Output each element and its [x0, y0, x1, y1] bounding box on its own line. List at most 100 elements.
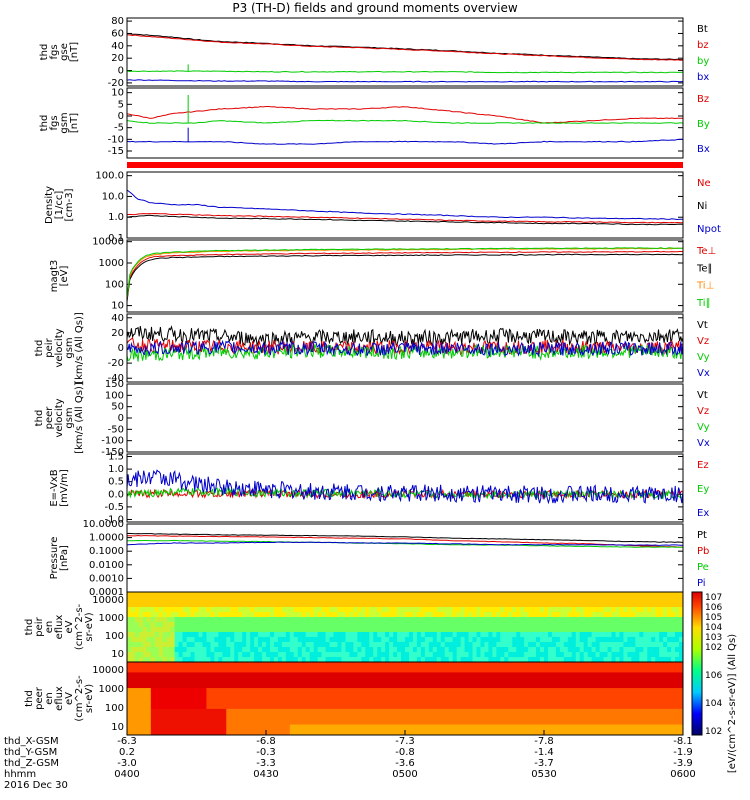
series-fgs-gsm-By: [126, 119, 684, 124]
time-row-label: thd_X-GSM: [4, 736, 59, 747]
colorbar-tick: 107: [705, 593, 722, 603]
ylabel-magt3: magt3: [49, 260, 60, 293]
series-efield-Ey: [126, 486, 684, 500]
colorbar-label: [eV/(cm^2-s-sr-eV)] (All Qs): [727, 634, 738, 773]
ytick-pressure: 0.0100: [89, 560, 124, 571]
panel-frame: [126, 383, 684, 453]
ylabel-efield: E=-VxB: [49, 469, 60, 506]
legend-density-Npot: Npot: [697, 224, 721, 235]
ylabel-peer-vel: gsm: [64, 407, 75, 428]
time-row-value: -7.8: [534, 736, 554, 747]
legend-magt3-Te∥: Te∥: [696, 263, 713, 274]
ylabel-magt3: [eV]: [59, 266, 70, 287]
legend-peer-vel-Vt: Vt: [697, 390, 708, 401]
ytick-efield: 1.5: [108, 452, 124, 463]
ylabel-fgs-gse: fgs: [49, 44, 60, 59]
time-row-value: -0.8: [395, 747, 415, 758]
colorbar-tick: 102: [705, 727, 722, 737]
series-efield-Ex: [126, 469, 684, 505]
panel-frame: [126, 239, 684, 313]
time-row-value: -8.1: [673, 736, 693, 747]
series-density-Npot: [126, 189, 684, 221]
time-row-value: -3.0: [117, 758, 137, 769]
ytick-fgs-gsm: 10: [111, 88, 124, 99]
ytick-fgs-gsm: -5: [114, 123, 124, 134]
panel-frame: [126, 313, 684, 383]
ytick-fgs-gse: 80: [111, 16, 124, 27]
time-row-value: -3.3: [256, 758, 276, 769]
legend-fgs-gse-Bt: Bt: [697, 24, 708, 35]
ytick-peir-vel: -40: [108, 373, 124, 384]
ylabel-peer-vel: thd: [34, 410, 45, 427]
colorbar-tick: 103: [705, 633, 722, 643]
ylabel-density: [1/cc]: [54, 191, 65, 220]
series-fgs-gsm-Bx: [126, 138, 684, 145]
ylabel-fgs-gsm: [nT]: [69, 113, 80, 133]
ylabel-fgs-gse: [nT]: [69, 42, 80, 62]
ytick-fgs-gse: 0: [118, 66, 124, 77]
legend-peir-vel-Vx: Vx: [697, 368, 710, 379]
legend-pressure-Pi: Pi: [697, 578, 706, 589]
ytick-peir-spec: 10000: [92, 595, 124, 606]
ylabel-efield: [mV/m]: [59, 469, 70, 507]
ytick-fgs-gse: 20: [111, 53, 124, 64]
legend-fgs-gse-bz: bz: [697, 40, 709, 51]
series-magt3-Te⊥: [126, 250, 684, 300]
time-row-value: 0.2: [119, 747, 135, 758]
ytick-peer-spec: 10000: [92, 665, 124, 676]
legend-magt3-Ti⊥: Ti⊥: [696, 281, 714, 292]
ytick-peer-vel: 150: [105, 379, 124, 390]
time-row-value: 0430: [253, 769, 278, 780]
ytick-peir-spec: 1000: [99, 613, 124, 624]
ylabel-peir-spec: sr-eV): [84, 612, 95, 641]
ytick-peir-vel: 0: [118, 343, 124, 354]
legend-efield-Ez: Ez: [697, 460, 709, 471]
series-density-Ne: [126, 212, 684, 224]
ytick-density: 1.0: [108, 212, 124, 223]
ytick-peir-vel: -20: [108, 358, 124, 369]
ytick-efield: 0.5: [108, 477, 124, 488]
legend-peer-vel-Vz: Vz: [697, 406, 709, 417]
ylabel-pressure: [nPa]: [59, 545, 70, 571]
legend-magt3-Te⊥: Te⊥: [696, 246, 716, 257]
ylabel-peer-spec: (cm^2-s-: [74, 675, 85, 722]
ytick-efield: 1.0: [108, 464, 124, 475]
ylabel-peer-spec: sr-eV): [84, 684, 95, 713]
ylabel-peir-spec: en: [44, 621, 55, 634]
colorbar: [691, 591, 703, 736]
time-row-value: -3.9: [673, 758, 693, 769]
ytick-peir-vel: 20: [111, 328, 124, 339]
series-pressure-Pt: [126, 532, 684, 543]
ytick-peer-spec: 1000: [99, 684, 124, 695]
ytick-peir-spec: 100: [105, 631, 124, 642]
series-pressure-Pi: [126, 541, 684, 546]
legend-peir-vel-Vt: Vt: [697, 320, 708, 331]
ylabel-peir-vel: [km/s (All Qs)]: [74, 312, 85, 384]
ylabel-peir-vel: velocity: [54, 328, 65, 367]
series-fgs-gse-bx: [126, 79, 684, 83]
legend-pressure-Pe: Pe: [697, 562, 709, 573]
colorbar-tick: 104: [705, 699, 722, 709]
ylabel-peer-vel: peer: [44, 406, 55, 430]
ylabel-peir-spec: thd: [24, 619, 35, 636]
ytick-peer-vel: 50: [111, 402, 124, 413]
time-row-value: -3.6: [395, 758, 415, 769]
ytick-fgs-gse: 40: [111, 41, 124, 52]
ytick-fgs-gsm: 5: [118, 99, 124, 110]
ylabel-fgs-gsm: fgs: [49, 115, 60, 130]
legend-peir-vel-Vy: Vy: [697, 352, 710, 363]
ylabel-peer-spec: thd: [24, 690, 35, 707]
ytick-peer-vel: -150: [101, 447, 124, 458]
panel-frame: [126, 453, 684, 523]
ylabel-peer-spec: peer: [34, 686, 45, 710]
ytick-density: 100.0: [95, 171, 124, 182]
ytick-peer-vel: -100: [101, 436, 124, 447]
time-row-value: -7.3: [395, 736, 415, 747]
legend-peir-vel-Vz: Vz: [697, 336, 709, 347]
ylabel-peir-vel: peir: [44, 337, 55, 357]
ylabel-peir-spec: eflux: [54, 615, 65, 640]
ytick-fgs-gsm: -15: [108, 146, 124, 157]
ylabel-peir-vel: thd: [34, 340, 45, 357]
date-label: 2016 Dec 30: [4, 780, 68, 791]
ytick-fgs-gse: -20: [108, 78, 124, 89]
